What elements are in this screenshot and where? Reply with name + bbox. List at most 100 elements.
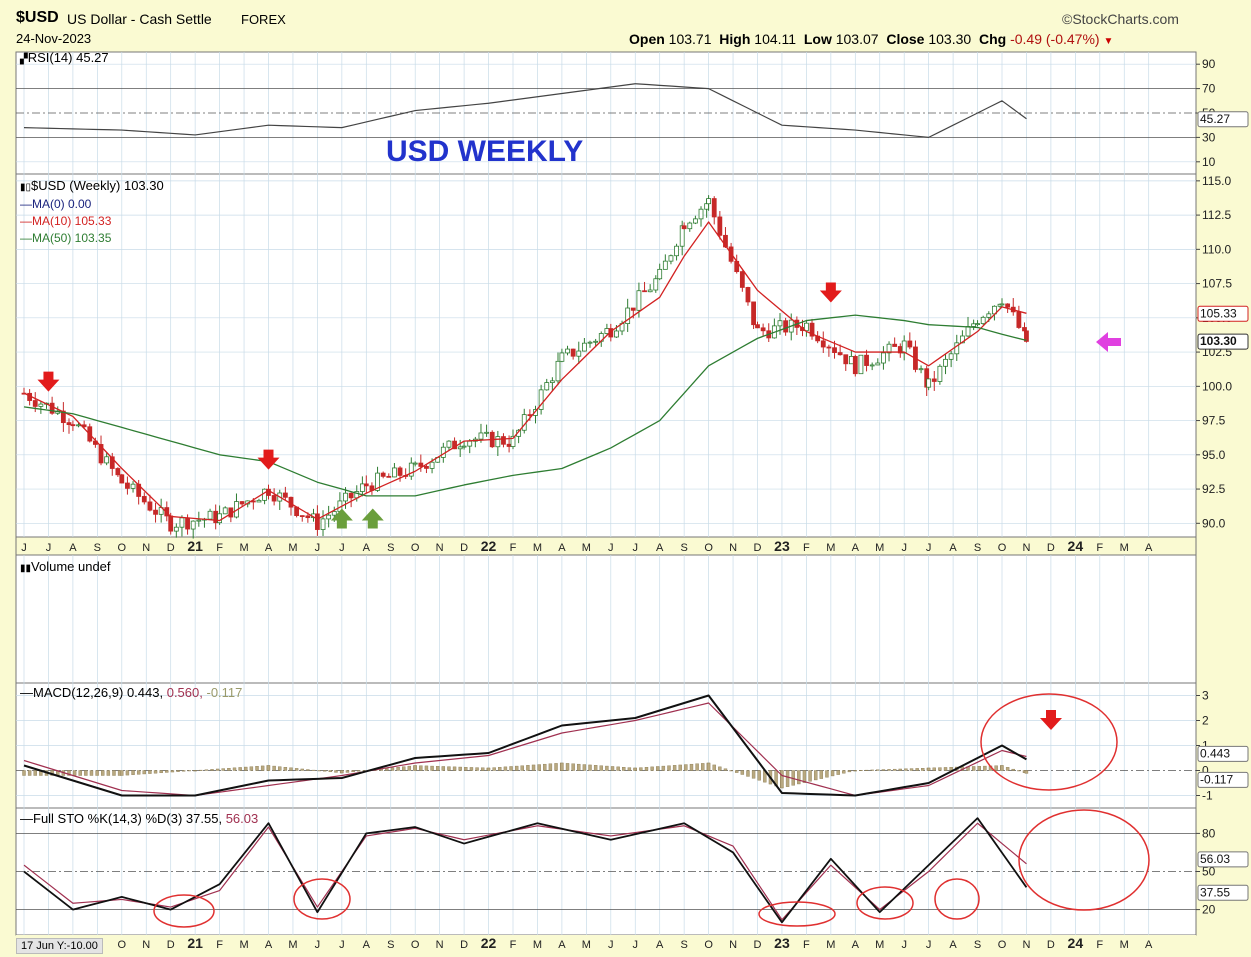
macd-hist-bar: [294, 768, 299, 771]
x-label: O: [411, 542, 420, 554]
x-label: J: [339, 542, 345, 554]
rsi-icon: ▞: [20, 54, 28, 65]
x-label-bottom: A: [656, 939, 664, 951]
macd-hist-bar: [870, 769, 874, 771]
x-label-bottom: A: [852, 939, 860, 951]
candle-body: [207, 510, 213, 520]
sto-low-circle: [153, 894, 215, 928]
sto-k-label-box: [1197, 884, 1249, 901]
x-label: M: [288, 542, 297, 554]
candle-body: [760, 327, 766, 332]
candle-body: [965, 326, 971, 337]
candle-body: [999, 303, 1005, 306]
x-label: D: [1047, 542, 1055, 554]
candle-body: [687, 222, 693, 230]
candle-body: [60, 410, 66, 424]
candle-body: [636, 290, 642, 311]
candle-body: [446, 440, 452, 448]
x-label: J: [46, 542, 52, 554]
panel-vol: [15, 554, 1197, 684]
macd-hist-bar: [486, 767, 491, 771]
ytick-label-rsi: 90: [1202, 57, 1216, 71]
candle-body: [380, 472, 386, 477]
macd-hist-bar: [1000, 765, 1004, 771]
macd-hist-bar: [503, 766, 508, 771]
x-label-bottom: A: [1145, 939, 1153, 951]
candle-body: [239, 501, 245, 505]
candle-body: [168, 515, 174, 532]
candle-body: [681, 225, 687, 230]
candle-body: [452, 440, 457, 450]
macd-hist-bar: [210, 769, 214, 771]
candle-body: [711, 198, 717, 218]
macd-hist-bar: [357, 770, 361, 772]
candle-body: [804, 322, 809, 332]
macd-hist-bar: [475, 767, 479, 771]
macd-hist-bar: [283, 767, 288, 771]
ma50-swatch: —: [20, 231, 32, 245]
ytick-label-rsi: 70: [1202, 82, 1216, 96]
candle-body: [739, 271, 745, 288]
high-value: 104.11: [754, 31, 797, 47]
open-value: 103.71: [668, 31, 712, 47]
x-label-bottom: F: [216, 939, 223, 951]
x-label-bottom: 21: [187, 935, 203, 951]
x-label: A: [363, 542, 371, 554]
macd-hist-bar: [531, 764, 536, 771]
usd-weekly-annotation: USD WEEKLY: [386, 135, 584, 168]
macd-hist-bar: [751, 770, 756, 779]
macd-hist-bar: [684, 764, 688, 771]
x-label-bottom: O: [998, 939, 1007, 951]
x-label-bottom: O: [704, 939, 713, 951]
macd-hist-bar: [148, 770, 152, 774]
macd-hist-bar: [830, 770, 835, 777]
candle-body: [461, 445, 467, 448]
candle-body: [698, 208, 704, 220]
macd-hist-bar: [904, 768, 908, 771]
macd-hist-bar: [577, 763, 581, 771]
candle-body: [954, 342, 960, 355]
candle-body: [457, 446, 463, 450]
candle-body: [314, 513, 320, 530]
macd-hist-bar: [306, 769, 310, 771]
macd-hist-bar: [836, 770, 840, 775]
x-label: 21: [187, 538, 203, 554]
macd-hist-bar: [520, 765, 524, 771]
x-label: A: [1145, 542, 1153, 554]
x-label-bottom: J: [901, 939, 907, 951]
rsi-value-label-box: [1197, 111, 1249, 128]
macd-highlight-circle: [980, 693, 1118, 791]
candle-icon: ▮▯: [20, 182, 32, 193]
macd-hist-bar: [926, 767, 931, 771]
candle-body: [256, 499, 262, 503]
macd-hist-bar: [712, 764, 716, 771]
x-label-bottom: D: [167, 939, 175, 951]
candle-body: [271, 495, 277, 502]
macd-hist-bar: [938, 767, 942, 771]
sto-low-circle: [293, 878, 351, 920]
macd-hist-bar: [153, 770, 158, 774]
macd-hist-bar: [915, 768, 919, 771]
macd-hist-bar: [808, 770, 812, 782]
macd-hist-bar: [582, 764, 587, 771]
x-label: 22: [481, 538, 497, 554]
candle-body: [408, 462, 414, 477]
macd-hist-bar: [215, 768, 220, 771]
macd-hist-bar: [311, 769, 316, 771]
candle-body: [190, 520, 196, 530]
macd-hist-bar: [464, 767, 468, 771]
candle-body: [886, 343, 892, 354]
macd-hist-bar: [142, 770, 146, 775]
rsi-line: [23, 83, 1027, 138]
macd-hist-bar: [718, 766, 722, 771]
x-label-bottom: F: [510, 939, 517, 951]
macd-hist-bar: [323, 770, 327, 772]
macd-value-label: 0.443: [1200, 746, 1230, 760]
candle-body: [852, 356, 858, 375]
macd-hist-bar: [537, 764, 541, 771]
high-label: High: [719, 31, 751, 47]
candle-body: [614, 330, 619, 338]
macd-swatch: —: [20, 685, 33, 700]
sto-legend-text: Full STO %K(14,3) %D(3) 37.55,: [33, 811, 223, 826]
macd-hist-bar: [689, 763, 694, 771]
